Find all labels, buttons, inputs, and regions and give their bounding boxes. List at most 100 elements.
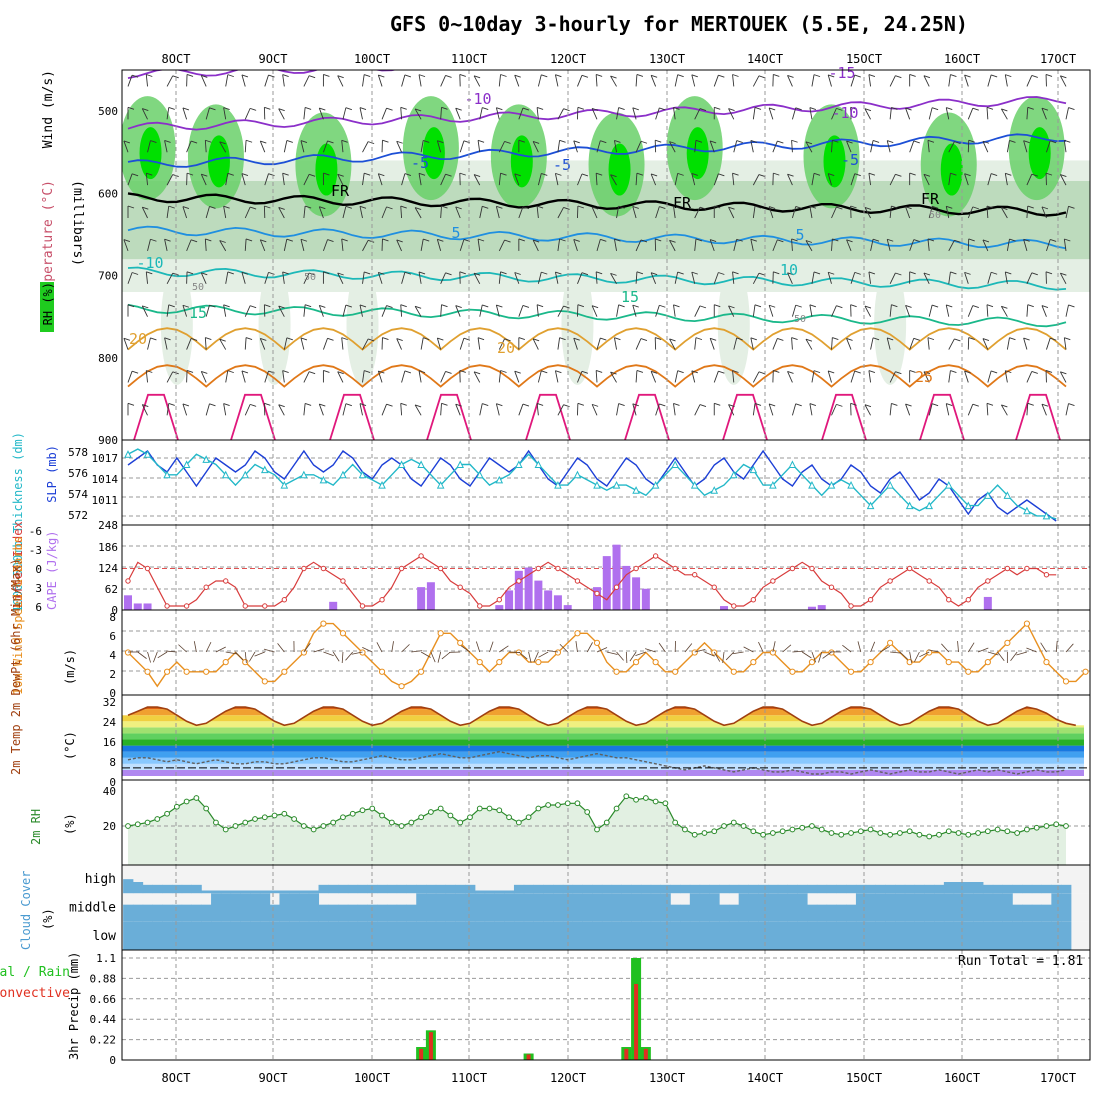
rh-marker [174, 804, 179, 809]
wind10m-marker [164, 669, 169, 674]
rh-marker [878, 831, 883, 836]
cloud-cell-low [299, 922, 309, 950]
rh-marker [751, 829, 756, 834]
cloud-cell-low [192, 922, 202, 950]
contour-label: 20 [129, 330, 147, 348]
surface-barb [617, 652, 624, 660]
cloud-cell-high [836, 885, 846, 894]
cloud-cell-high [856, 885, 866, 894]
cloud-cell-middle [778, 893, 788, 921]
li-marker [927, 579, 931, 583]
li-marker [829, 585, 833, 589]
cloud-cell-low [1042, 922, 1052, 950]
cloud-cell-low [338, 922, 348, 950]
cloud-cell-middle [983, 893, 993, 921]
wind10m-marker [1024, 621, 1029, 626]
cloud-cell-middle [182, 905, 192, 922]
cloud-cell-middle [924, 893, 934, 921]
cloud-cell-low [651, 922, 661, 950]
cloud-cell-high [758, 885, 768, 894]
wind10m-marker [497, 660, 502, 665]
cloud-cell-high [358, 885, 368, 894]
cloud-cell-high [709, 885, 719, 894]
rh-marker [321, 824, 326, 829]
rh-marker [438, 806, 443, 811]
cloud-cell-low [670, 922, 680, 950]
li-tick: -3 [29, 544, 42, 557]
rh-marker [223, 827, 228, 832]
cloud-cell-low [358, 922, 368, 950]
wind10m-marker [262, 679, 267, 684]
cloud-cell-high [748, 885, 758, 894]
thickness-marker [789, 462, 795, 468]
cloud-cell-low [700, 922, 710, 950]
wind10m-marker [966, 669, 971, 674]
precip-tick: 0.66 [90, 993, 117, 1006]
cloud-cell-low [602, 922, 612, 950]
rh-marker [604, 820, 609, 825]
cloud-cell-middle [915, 893, 925, 921]
cape-bar [544, 590, 552, 610]
li-marker [732, 604, 736, 608]
cloud-cell-middle [416, 893, 426, 921]
cloud-cell-middle [485, 893, 495, 921]
li-marker [497, 598, 501, 602]
thickness-marker [574, 472, 580, 478]
cloud-cell-low [416, 922, 426, 950]
cape-bar [984, 597, 992, 610]
precip-convective-bar [644, 1049, 648, 1060]
wind10m-marker [184, 669, 189, 674]
li-marker [126, 579, 130, 583]
surface-barb [431, 652, 435, 662]
cloud-cell-high [797, 885, 807, 894]
contour-label: 50 [929, 210, 941, 221]
wind10m-marker [731, 669, 736, 674]
cloud-cell-low [133, 922, 143, 950]
cloud-cell-high [309, 891, 319, 894]
surface-barb [438, 652, 441, 663]
cloud-cell-low [680, 922, 690, 950]
wind10m-marker [633, 660, 638, 665]
wind10m-marker [1044, 660, 1049, 665]
rh-marker [683, 827, 688, 832]
cloud-cell-high [328, 885, 338, 894]
cloud-cell-high [260, 891, 270, 894]
rh-marker [614, 806, 619, 811]
cloud-cell-high [231, 891, 241, 894]
cloud-cell-low [1002, 922, 1012, 950]
slp-line [128, 451, 1056, 521]
surface-barb [626, 652, 627, 663]
cape-bar [505, 590, 513, 610]
rh-marker [253, 817, 258, 822]
cape-tick: 124 [98, 562, 118, 575]
li-marker [849, 604, 853, 608]
thickness-marker [594, 482, 600, 488]
li-marker [478, 604, 482, 608]
rh-tick: 40 [103, 785, 116, 798]
cloud-cell-high [739, 885, 749, 894]
li-marker [438, 566, 442, 570]
cloud-cell-middle [270, 905, 280, 922]
cloud-cell-high [983, 885, 993, 894]
bottom-time-tick: 17OCT [1040, 1071, 1076, 1085]
cape-bar [818, 605, 826, 610]
bottom-time-tick: 9OCT [259, 1071, 288, 1085]
wind10m-marker [751, 660, 756, 665]
surface-barb [1011, 652, 1018, 661]
cloud-cell-low [778, 922, 788, 950]
cloud-cell-low [827, 922, 837, 950]
li-tick: 6 [35, 601, 42, 614]
wind10m-marker [379, 669, 384, 674]
cloud-cell-low [973, 922, 983, 950]
precip-convective-bar [527, 1054, 531, 1060]
thickness-tick: 572 [68, 509, 88, 522]
thickness-marker [418, 462, 424, 468]
cloud-cell-low [846, 922, 856, 950]
thickness-marker [633, 487, 639, 493]
cloud-cell-low [348, 922, 358, 950]
cloud-cell-high [367, 885, 377, 894]
li-marker [341, 579, 345, 583]
cloud-cell-high [993, 885, 1003, 894]
cloud-cell-middle [152, 905, 162, 922]
cloud-cell-high [934, 885, 944, 894]
